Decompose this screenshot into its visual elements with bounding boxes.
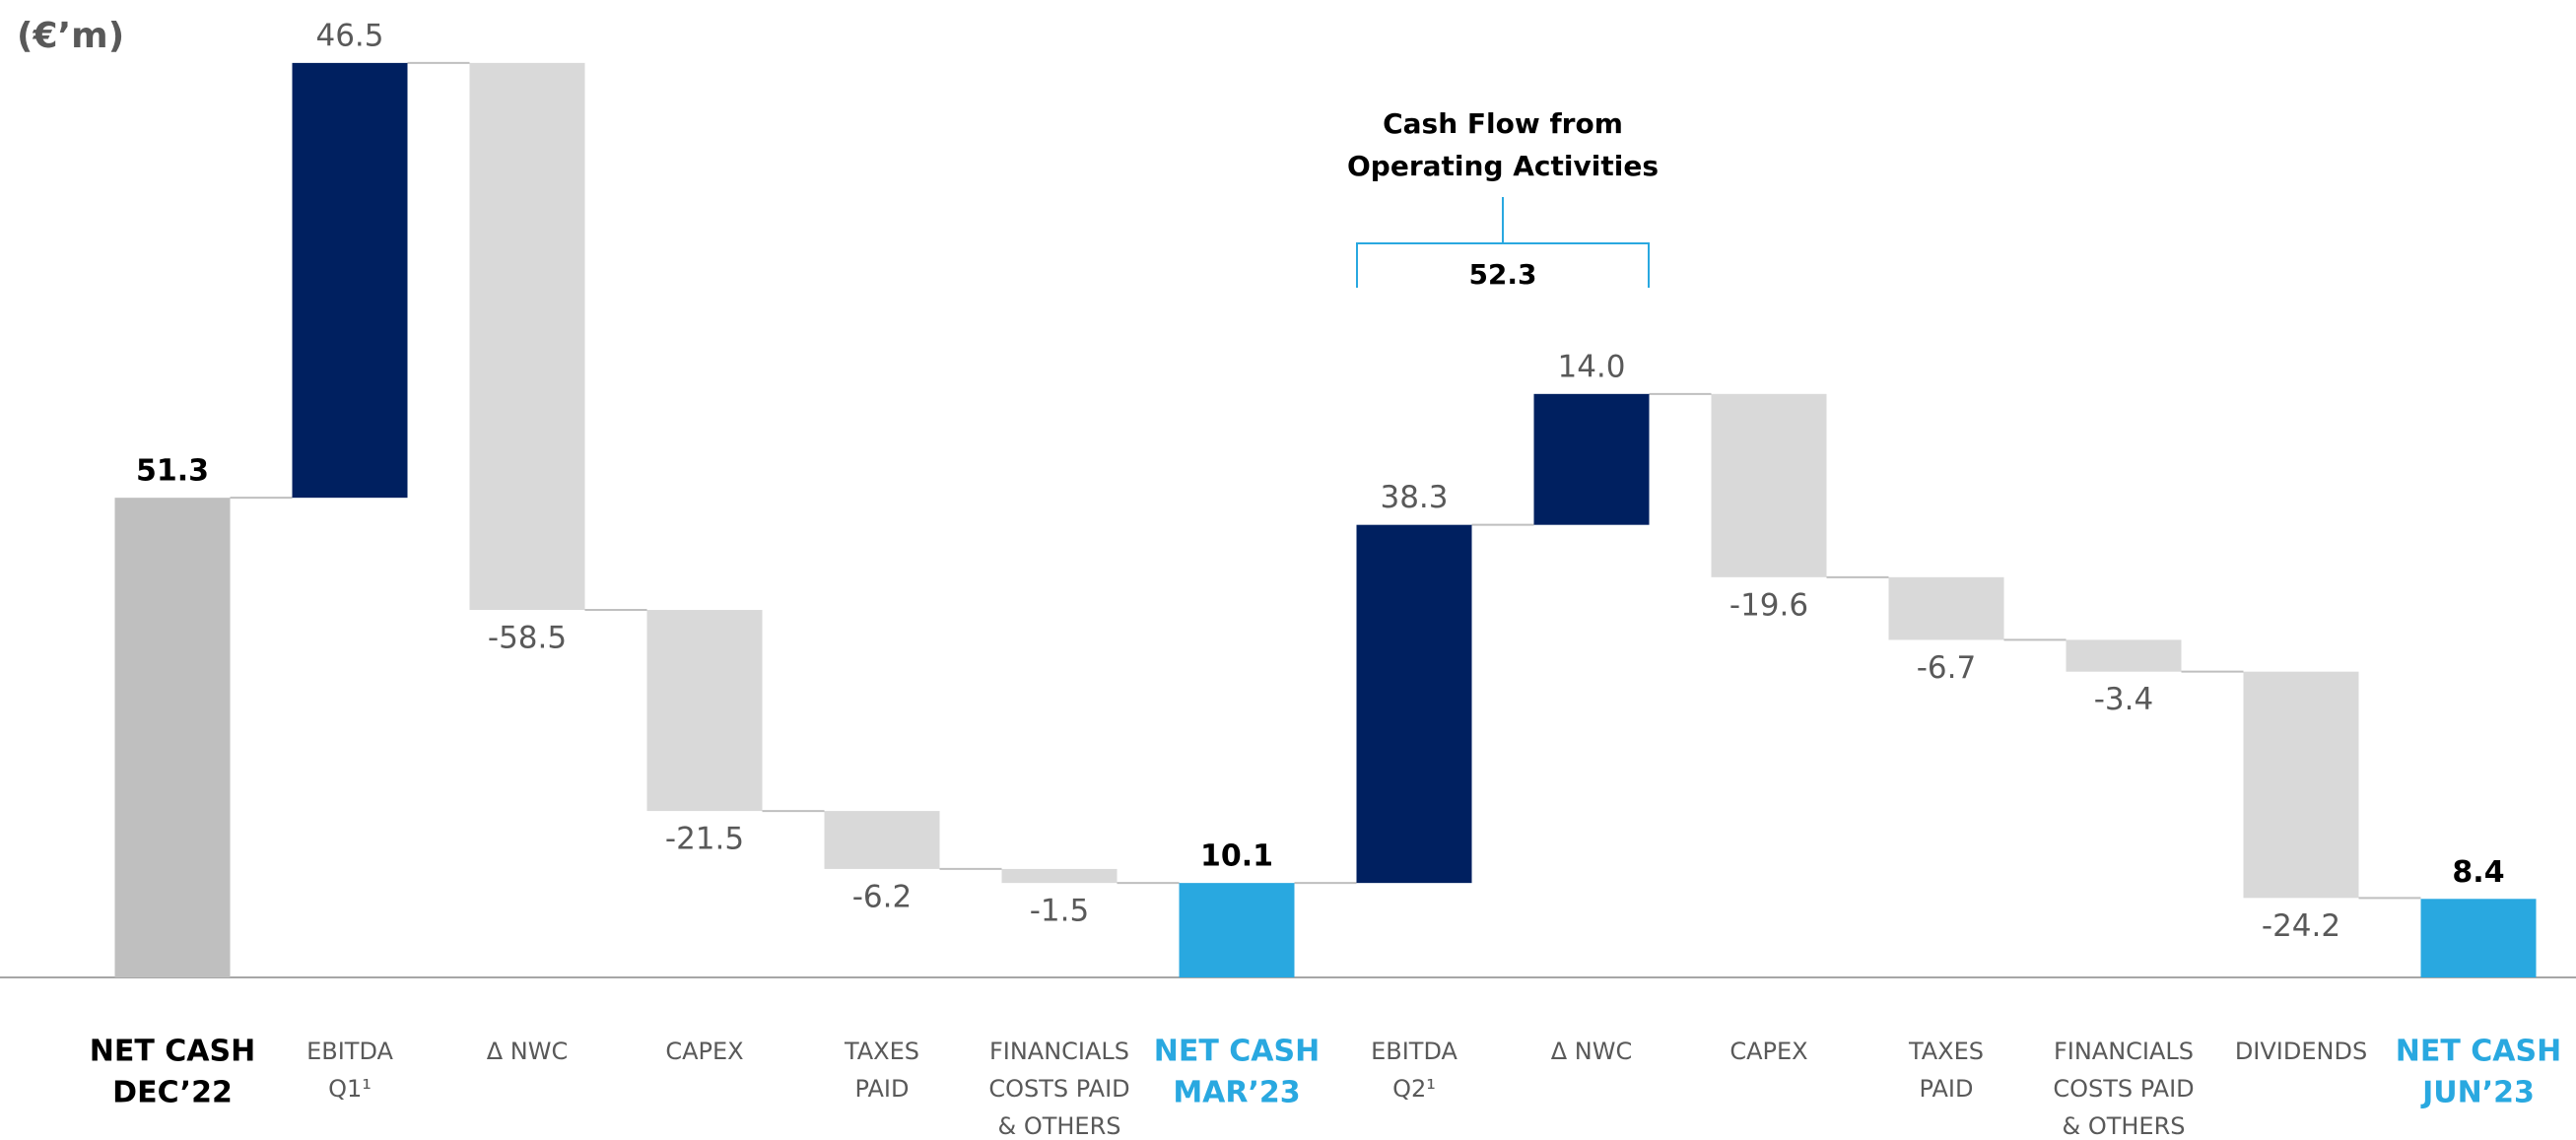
bar bbox=[114, 498, 231, 977]
bar bbox=[1888, 576, 2004, 640]
unit-label: (€’m) bbox=[17, 16, 124, 56]
value-label: 8.4 bbox=[2452, 855, 2504, 890]
bar bbox=[1179, 883, 1295, 977]
x-tick-label: Δ NWC bbox=[487, 1038, 569, 1065]
x-tick-label: & OTHERS bbox=[2062, 1112, 2185, 1140]
value-label: -3.4 bbox=[2094, 682, 2154, 717]
bar bbox=[1533, 393, 1650, 525]
annotation-value: 52.3 bbox=[1468, 258, 1536, 291]
x-tick-label: JUN’23 bbox=[2420, 1076, 2535, 1110]
value-label: 10.1 bbox=[1200, 839, 1273, 874]
bar bbox=[824, 811, 940, 869]
x-tick-label: FINANCIALS bbox=[2054, 1038, 2194, 1065]
value-label: 38.3 bbox=[1380, 480, 1448, 515]
x-tick-label: NET CASH bbox=[90, 1035, 255, 1069]
bar bbox=[2243, 671, 2359, 899]
value-label: -6.2 bbox=[852, 879, 913, 914]
x-tick-label: Q2¹ bbox=[1392, 1075, 1436, 1103]
x-tick-label: & OTHERS bbox=[997, 1112, 1120, 1140]
value-label: -6.7 bbox=[1917, 650, 1977, 686]
bar bbox=[1001, 868, 1118, 884]
x-tick-label: PAID bbox=[1920, 1075, 1974, 1103]
x-tick-label: DEC’22 bbox=[112, 1076, 233, 1110]
x-tick-label: CAPEX bbox=[665, 1038, 743, 1065]
value-label: -1.5 bbox=[1030, 894, 1090, 929]
x-tick-label: FINANCIALS bbox=[989, 1038, 1129, 1065]
bar bbox=[646, 610, 763, 812]
bar bbox=[2420, 899, 2537, 977]
x-tick-label: DIVIDENDS bbox=[2235, 1038, 2367, 1065]
value-label: -24.2 bbox=[2262, 908, 2340, 944]
x-tick-label: MAR’23 bbox=[1173, 1076, 1300, 1110]
x-tick-label: TAXES bbox=[844, 1038, 919, 1065]
value-label: -19.6 bbox=[1729, 587, 1808, 623]
x-tick-label: NET CASH bbox=[1154, 1035, 1320, 1069]
bracket bbox=[1356, 242, 1650, 288]
x-tick-label: EBITDA bbox=[306, 1038, 393, 1065]
x-tick-label: COSTS PAID bbox=[2053, 1075, 2194, 1103]
x-tick-label: EBITDA bbox=[1371, 1038, 1457, 1065]
x-tick-label: Q1¹ bbox=[328, 1075, 372, 1103]
value-label: 46.5 bbox=[315, 18, 383, 53]
value-label: -21.5 bbox=[665, 822, 744, 857]
x-tick-label: NET CASH bbox=[2396, 1035, 2561, 1069]
bar bbox=[292, 62, 408, 499]
bar bbox=[2066, 639, 2182, 672]
bar bbox=[1711, 393, 1827, 577]
annotation-text: Cash Flow from bbox=[1383, 107, 1623, 140]
x-tick-label: Δ NWC bbox=[1551, 1038, 1633, 1065]
value-label: 14.0 bbox=[1557, 349, 1625, 384]
value-label: -58.5 bbox=[488, 621, 567, 656]
x-tick-label: TAXES bbox=[1908, 1038, 1984, 1065]
x-tick-label: COSTS PAID bbox=[988, 1075, 1129, 1103]
value-label: 51.3 bbox=[136, 454, 209, 489]
bar bbox=[1356, 524, 1472, 884]
bar bbox=[469, 62, 585, 611]
x-tick-label: CAPEX bbox=[1729, 1038, 1807, 1065]
annotation-text: Operating Activities bbox=[1347, 150, 1659, 182]
x-tick-label: PAID bbox=[855, 1075, 910, 1103]
